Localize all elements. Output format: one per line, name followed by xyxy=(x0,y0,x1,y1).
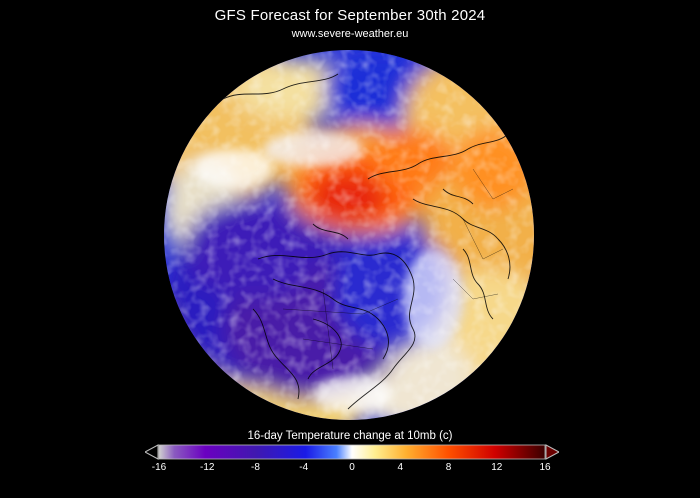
scale-tick-label: -12 xyxy=(200,462,215,473)
color-scale-bar xyxy=(145,444,559,460)
scale-tick-label: 12 xyxy=(491,462,503,473)
scale-right-arrow xyxy=(545,444,559,460)
scale-left-arrow xyxy=(145,444,159,460)
scale-tick-label: -16 xyxy=(151,462,167,473)
scale-tick-label: 16 xyxy=(539,462,551,473)
border-lines xyxy=(282,168,514,370)
scale-tick-label: 0 xyxy=(349,462,355,473)
scale-tick-label: 4 xyxy=(397,462,404,473)
scale-tick-label: -4 xyxy=(299,462,309,473)
source-url: www.severe-weather.eu xyxy=(291,28,409,40)
map-title: GFS Forecast for September 30th 2024 xyxy=(214,7,486,24)
coastline-lines xyxy=(222,73,511,410)
scale-tick-label: 8 xyxy=(445,462,452,473)
legend-title: 16-day Temperature change at 10mb (c) xyxy=(247,430,453,442)
hemisphere-map xyxy=(164,50,534,420)
scale-tick-label: -8 xyxy=(251,462,260,473)
